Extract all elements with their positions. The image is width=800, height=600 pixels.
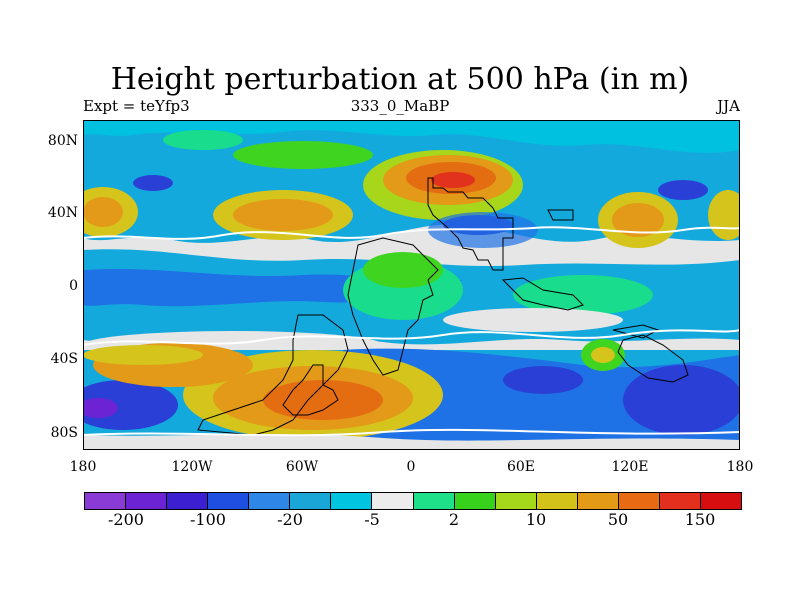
coastline-africa — [347, 237, 439, 376]
lat-label-40s: 40S — [50, 351, 78, 367]
colorbar-swatch — [454, 493, 496, 509]
lon-label-180e: 180 — [726, 459, 754, 475]
map-panel — [83, 120, 740, 450]
field-south-darkblue — [623, 365, 740, 435]
field-sw-purple — [83, 398, 118, 418]
colorbar-label: -20 — [277, 510, 303, 529]
lon-label-120e: 120E — [611, 459, 649, 475]
colorbar-swatch — [167, 493, 209, 509]
field-tropics-green3 — [513, 275, 653, 315]
colorbar-label: -200 — [108, 510, 144, 529]
lat-label-80n: 80N — [47, 133, 78, 149]
field-epac-orange2 — [612, 203, 664, 237]
field-tropics-grey — [443, 308, 623, 332]
lon-label-0: 0 — [406, 459, 416, 475]
colorbar-swatch — [413, 493, 455, 509]
colorbar-swatch — [85, 493, 127, 509]
colorbar-label: 50 — [607, 510, 629, 529]
coastline-japan — [547, 209, 574, 221]
zero-contour-north — [83, 226, 740, 240]
colorbar-swatch — [577, 493, 619, 509]
colorbar-swatch — [536, 493, 578, 509]
coastline-australia — [617, 334, 689, 383]
lat-label-0: 0 — [69, 278, 78, 294]
coastline-south-america — [197, 314, 349, 436]
field-sw-darkblue — [83, 380, 178, 430]
lon-label-180w: 180 — [69, 459, 97, 475]
height-perturbation-field — [83, 120, 740, 450]
field-tropics-green2 — [363, 252, 443, 288]
zero-contours — [83, 226, 740, 437]
season-label: JJA — [717, 97, 740, 115]
field-green-arctic — [233, 141, 373, 169]
colorbar — [84, 492, 742, 510]
field-south-darkblue2 — [503, 366, 583, 394]
coastline-asia-se — [501, 277, 584, 311]
field-high-asia-red — [431, 172, 475, 188]
field-io-high2 — [591, 347, 615, 363]
run-label: 333_0_MaBP — [350, 97, 450, 115]
coastline-eurasia — [427, 177, 514, 271]
colorbar-swatch — [290, 493, 332, 509]
coastline-indonesia — [612, 324, 660, 339]
colorbar-swatch — [126, 493, 168, 509]
field-wpac-orange2 — [83, 197, 123, 227]
colorbar-swatch — [659, 493, 701, 509]
zero-contour-south — [83, 428, 740, 437]
experiment-label: Expt = teYfp3 — [83, 97, 190, 115]
lon-label-60e: 60E — [506, 459, 536, 475]
zero-contour-tropics — [83, 329, 740, 346]
field-satl-west-yellow — [83, 345, 203, 365]
colorbar-swatch — [495, 493, 537, 509]
colorbar-label: -5 — [364, 510, 380, 529]
lat-label-80s: 80S — [50, 425, 78, 441]
colorbar-label: 10 — [525, 510, 547, 529]
colorbar-swatch — [700, 493, 741, 509]
coastlines — [197, 177, 689, 436]
field-green-arctic-2 — [163, 130, 243, 150]
lon-label-60w: 60W — [285, 459, 319, 475]
field-low-nw — [133, 175, 173, 191]
colorbar-swatch — [249, 493, 291, 509]
field-south-pole — [83, 434, 740, 450]
colorbar-swatch — [208, 493, 250, 509]
colorbar-label: 150 — [684, 510, 716, 529]
coastline-antarctica-step — [282, 364, 339, 416]
field-low-ne — [658, 180, 708, 200]
field-north-lightcyan — [83, 120, 740, 153]
field-satl-darkorange — [263, 380, 383, 420]
colorbar-swatch — [618, 493, 660, 509]
colorbar-label: 2 — [448, 510, 460, 529]
colorbar-swatch — [331, 493, 373, 509]
plot-title: Height perturbation at 500 hPa (in m) — [110, 62, 690, 97]
lat-label-40n: 40N — [47, 205, 78, 221]
colorbar-swatch — [372, 493, 414, 509]
field-natl-orange2 — [233, 199, 333, 231]
lon-label-120w: 120W — [171, 459, 213, 475]
colorbar-label: -100 — [190, 510, 226, 529]
